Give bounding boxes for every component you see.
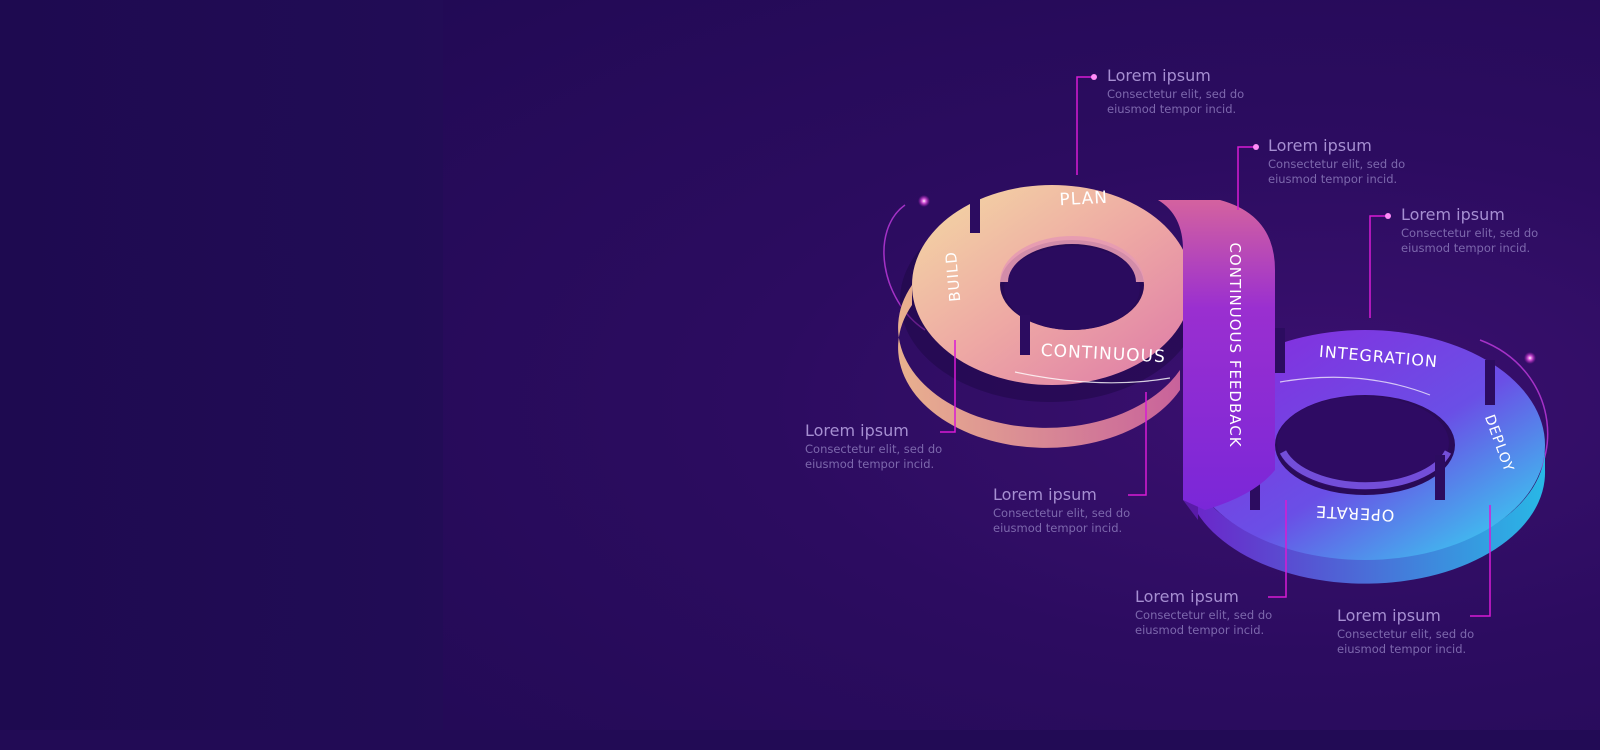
callout-title: Lorem ipsum xyxy=(1135,587,1239,606)
segment-label-plan: PLAN xyxy=(1059,188,1108,211)
callout-text: eiusmod tempor incid. xyxy=(1107,102,1237,116)
connector-dot xyxy=(1385,213,1391,219)
connector-line xyxy=(1369,215,1386,318)
gap xyxy=(1435,455,1445,500)
gap xyxy=(1020,315,1030,355)
highlight-stroke xyxy=(1014,371,1171,384)
bridge-top xyxy=(1158,200,1275,510)
callout-text: Consectetur elit, sed do xyxy=(1107,87,1245,101)
connector-line xyxy=(1128,392,1147,496)
bottom-band xyxy=(0,730,1600,750)
segment-label-operate: OPERATE xyxy=(1315,502,1395,525)
left-hole-rim xyxy=(1000,236,1144,283)
gap xyxy=(1250,470,1260,510)
callout-mid: Lorem ipsum Consectetur elit, sed do eiu… xyxy=(993,485,1163,536)
connector-dot xyxy=(1091,74,1097,80)
callout-text: Consectetur elit, sed do xyxy=(1268,157,1406,171)
glow-dot xyxy=(1524,352,1536,364)
callout-text: Consectetur elit, sed do xyxy=(1401,226,1539,240)
connector-line xyxy=(1237,146,1254,210)
callout-title: Lorem ipsum xyxy=(993,485,1097,504)
orbit-arc-left xyxy=(883,204,926,331)
callout-text: eiusmod tempor incid. xyxy=(1401,241,1531,255)
callout-top-2: Lorem ipsum Consectetur elit, sed do eiu… xyxy=(1268,136,1438,187)
right-loop-hole xyxy=(1277,396,1449,490)
callout-text: eiusmod tempor incid. xyxy=(805,457,935,471)
glow-dot xyxy=(918,195,930,207)
left-loop-ring xyxy=(912,185,1192,385)
callout-text: Consectetur elit, sed do xyxy=(805,442,943,456)
callout-text: eiusmod tempor incid. xyxy=(1268,172,1398,186)
callout-title: Lorem ipsum xyxy=(1337,606,1441,625)
callout-title: Lorem ipsum xyxy=(1268,136,1372,155)
left-loop-hole xyxy=(1004,246,1140,330)
connector-line xyxy=(940,340,956,433)
callout-text: eiusmod tempor incid. xyxy=(993,521,1123,535)
callout-title: Lorem ipsum xyxy=(805,421,909,440)
callout-text: eiusmod tempor incid. xyxy=(1135,623,1265,637)
highlight-stroke xyxy=(1279,376,1431,396)
callout-text: Consectetur elit, sed do xyxy=(1135,608,1273,622)
callout-top-3: Lorem ipsum Consectetur elit, sed do eiu… xyxy=(1401,205,1571,256)
right-hole-rim xyxy=(1279,450,1452,490)
segment-label-continuous-feedback: CONTINUOUS FEEDBACK xyxy=(1226,242,1244,447)
callout-text: eiusmod tempor incid. xyxy=(1337,642,1467,656)
callout-title: Lorem ipsum xyxy=(1107,66,1211,85)
gap xyxy=(970,193,980,233)
callout-left: Lorem ipsum Consectetur elit, sed do eiu… xyxy=(805,421,975,472)
callout-bottom-2: Lorem ipsum Consectetur elit, sed do eiu… xyxy=(1337,606,1507,657)
gap xyxy=(1275,328,1285,373)
callout-text: Consectetur elit, sed do xyxy=(993,506,1131,520)
connector-line xyxy=(1076,76,1092,175)
gap xyxy=(1485,360,1495,405)
connector-line xyxy=(1470,505,1491,617)
callout-bottom-1: Lorem ipsum Consectetur elit, sed do eiu… xyxy=(1135,587,1305,638)
segment-label-build: BUILD xyxy=(942,250,964,302)
callout-text: Consectetur elit, sed do xyxy=(1337,627,1475,641)
connector-line xyxy=(1268,500,1287,598)
callout-top-1: Lorem ipsum Consectetur elit, sed do eiu… xyxy=(1107,66,1277,117)
callout-title: Lorem ipsum xyxy=(1401,205,1505,224)
devops-infinity-diagram: PLAN BUILD CONTINUOUS CONTINUOUS FEEDBAC… xyxy=(883,74,1549,617)
right-loop-side xyxy=(1185,445,1546,584)
connector-dot xyxy=(1253,144,1259,150)
